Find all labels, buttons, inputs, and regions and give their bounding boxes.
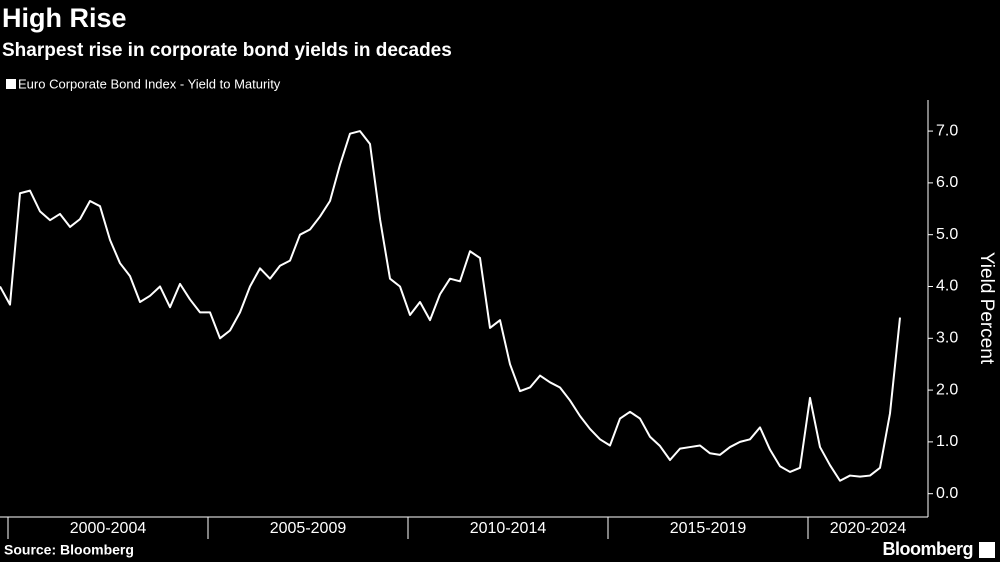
y-tick-label: 3.0 [936,330,958,347]
x-tick-label: 2005-2009 [270,520,347,537]
y-tick-label: 4.0 [936,278,958,295]
y-tick-label: 6.0 [936,174,958,191]
y-axis-label: Yield Percent [976,252,997,365]
source: Source: Bloomberg [4,542,134,558]
x-tick-label: 2015-2019 [670,520,747,537]
y-tick-label: 2.0 [936,381,958,398]
x-tick-label: 2010-2014 [470,520,547,537]
legend-label: Euro Corporate Bond Index - Yield to Mat… [18,76,281,91]
y-tick-label: 1.0 [936,433,958,450]
x-tick-label: 2000-2004 [70,520,147,537]
brand: Bloomberg [882,539,973,559]
x-tick-label: 2020-2024 [830,520,907,537]
brand-icon [979,542,995,558]
y-tick-label: 7.0 [936,122,958,139]
legend-swatch [6,79,16,89]
chart-title: High Rise [2,3,127,33]
y-tick-label: 0.0 [936,485,958,502]
y-tick-label: 5.0 [936,226,958,243]
chart-subtitle: Sharpest rise in corporate bond yields i… [2,40,452,61]
series-line [0,130,901,482]
